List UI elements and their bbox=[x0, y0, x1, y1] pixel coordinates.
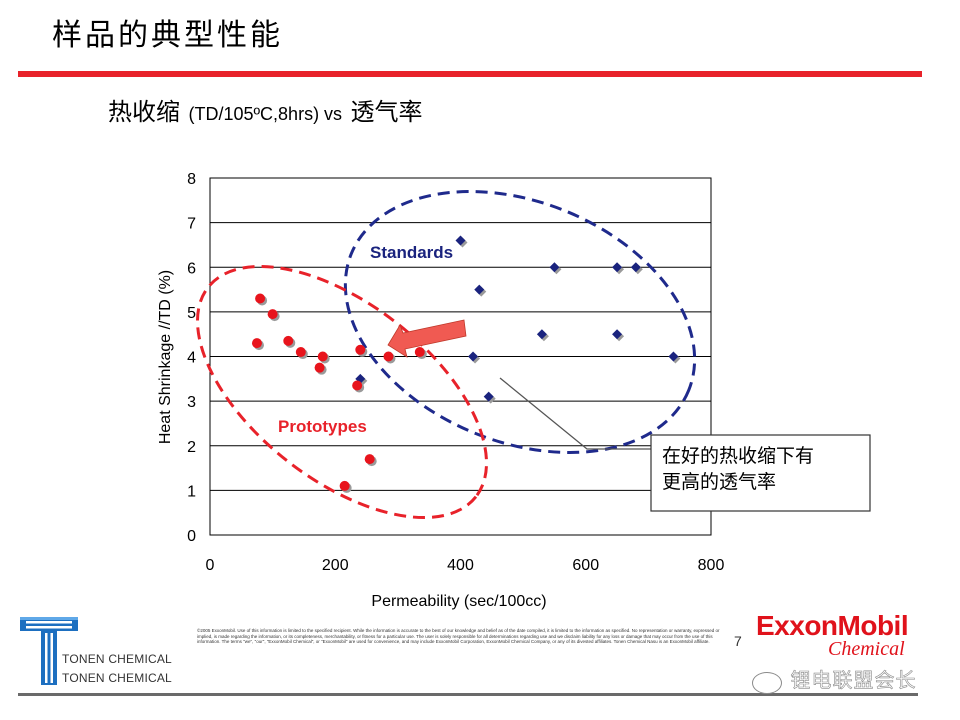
prototypes-point bbox=[255, 293, 267, 305]
standards-point bbox=[612, 329, 624, 341]
standards-point bbox=[456, 235, 468, 247]
standards-point bbox=[549, 262, 561, 274]
callout-line-1: 在好的热收缩下有 bbox=[662, 445, 814, 467]
y-tick-label: 5 bbox=[187, 305, 196, 322]
standards-point bbox=[474, 285, 486, 297]
prototypes-point bbox=[283, 336, 295, 348]
y-tick-label: 1 bbox=[187, 483, 196, 500]
x-tick-label: 600 bbox=[572, 557, 599, 574]
y-tick-label: 7 bbox=[187, 216, 196, 233]
watermark: 锂电联盟会长 bbox=[752, 664, 916, 694]
disclaimer-text: ©2005 ExxonMobil. Use of this informatio… bbox=[197, 628, 722, 645]
y-tick-label: 8 bbox=[187, 171, 196, 188]
standards-point bbox=[468, 352, 480, 364]
standards-point bbox=[537, 329, 549, 341]
wechat-icon bbox=[752, 672, 782, 694]
callout-pointer bbox=[500, 378, 651, 449]
prototypes-point bbox=[318, 352, 330, 364]
y-tick-label: 6 bbox=[187, 260, 196, 277]
y-tick-label: 2 bbox=[187, 439, 196, 456]
prototypes-point bbox=[365, 454, 377, 466]
y-tick-labels: 0 1 2 3 4 5 6 7 8 bbox=[187, 171, 196, 545]
standards-point bbox=[612, 262, 624, 274]
standards-label: Standards bbox=[370, 243, 453, 262]
tonen-name-2: TONEN CHEMICAL bbox=[62, 671, 172, 685]
prototypes-point bbox=[315, 363, 327, 375]
exxonmobil-chemical: Chemical bbox=[828, 638, 905, 661]
x-tick-label: 200 bbox=[322, 557, 349, 574]
x-axis-label: Permeability (sec/100cc) bbox=[371, 593, 546, 610]
y-tick-label: 3 bbox=[187, 394, 196, 411]
prototypes-point bbox=[268, 309, 280, 321]
y-tick-label: 4 bbox=[187, 350, 196, 367]
data-points bbox=[252, 235, 680, 492]
page-number: 7 bbox=[734, 633, 742, 649]
x-tick-label: 800 bbox=[698, 557, 725, 574]
prototypes-point bbox=[252, 338, 264, 350]
prototypes-point bbox=[340, 481, 352, 493]
standards-point bbox=[668, 352, 680, 364]
tonen-name-1: TONEN CHEMICAL bbox=[62, 652, 172, 666]
x-tick-label: 0 bbox=[206, 557, 215, 574]
prototypes-label: Prototypes bbox=[278, 417, 367, 436]
x-tick-labels: 0 200 400 600 800 bbox=[206, 557, 725, 574]
prototypes-point bbox=[296, 347, 308, 359]
y-tick-label: 0 bbox=[187, 528, 196, 545]
x-tick-label: 400 bbox=[447, 557, 474, 574]
callout-line-2: 更高的透气率 bbox=[662, 471, 776, 493]
y-axis-label: Heat Shrinkage //TD (%) bbox=[157, 270, 174, 444]
standards-point bbox=[631, 262, 643, 274]
prototypes-point bbox=[415, 347, 427, 359]
prototypes-point bbox=[383, 352, 395, 364]
watermark-text: 锂电联盟会长 bbox=[790, 668, 916, 692]
standards-point bbox=[484, 392, 496, 404]
